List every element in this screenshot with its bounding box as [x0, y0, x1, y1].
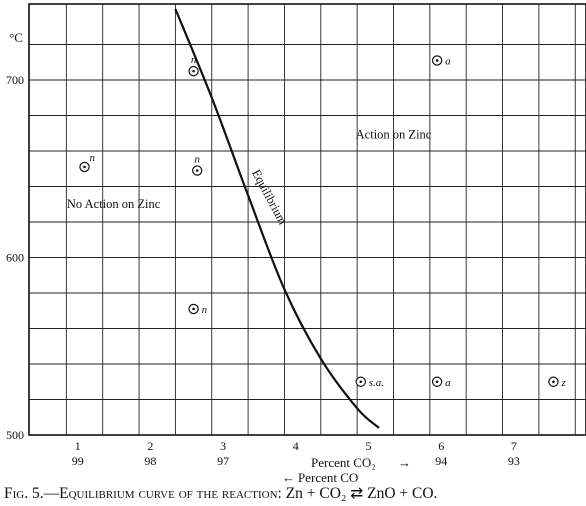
data-point-dot [435, 380, 439, 384]
y-tick-label: 500 [6, 428, 24, 442]
curve-label: Equilibrium [249, 167, 290, 227]
data-point-label: a [445, 55, 451, 67]
x-tick-label-co: 97 [217, 454, 229, 468]
x-tick-label-co2: 1 [75, 439, 81, 453]
x-tick-label-co2: 7 [511, 439, 517, 453]
equilibrium-curve [174, 8, 380, 429]
x-axis-labels: Percent CO₂ → ← Percent CO [282, 455, 411, 484]
y-axis-label: °C [9, 30, 23, 45]
region-labels: Action on Zinc No Action on Zinc [67, 128, 432, 211]
x-ticks: 199 298 397 4 5 694 793 [72, 439, 520, 468]
data-points: n a n n n s.a. a z [79, 54, 566, 389]
data-point-label: a [445, 377, 451, 389]
figure-caption: Fig. 5.—Equilibrium curve of the reactio… [4, 484, 586, 503]
x-axis-arrow-left: ← [282, 470, 295, 484]
x-axis-arrow-right: → [398, 455, 411, 470]
x-tick-label-co2: 4 [293, 439, 299, 453]
grid [29, 4, 586, 435]
data-point-dot [359, 380, 363, 384]
x-tick-label-co: 94 [435, 454, 447, 468]
data-point-label: n [194, 154, 200, 166]
data-point-dot [435, 59, 439, 62]
data-point-dot [192, 69, 195, 73]
y-ticks: 500 600 700 [6, 73, 24, 442]
chart: 500 600 700 °C 199 298 397 4 5 694 793 Percent C… [6, 3, 586, 484]
y-tick-label: 700 [6, 73, 24, 87]
y-tick-label: 600 [6, 251, 24, 265]
x-tick-label-co2: 2 [147, 439, 153, 453]
data-point-label: n [202, 304, 208, 316]
data-point-dot [192, 307, 195, 311]
data-point-label: z [560, 377, 566, 389]
caption-title: Equilibrium curve of the reaction: [59, 485, 282, 502]
x-tick-label-co: 98 [144, 454, 156, 468]
data-point-label: n [191, 54, 197, 66]
x-tick-label-co: 93 [508, 454, 520, 468]
data-point-dot [552, 380, 555, 384]
x-tick-label-co: 99 [72, 454, 84, 468]
data-point-label: n [90, 152, 96, 164]
data-point-label: s.a. [369, 377, 384, 389]
x-axis-label-co2: Percent CO₂ [311, 455, 376, 470]
caption-prefix: Fig. 5.— [4, 485, 60, 502]
x-tick-label-co2: 5 [366, 439, 372, 453]
data-point-dot [83, 165, 86, 169]
region-label: Action on Zinc [356, 128, 432, 142]
caption-equation: Zn + CO₂ ⇄ ZnO + CO. [285, 485, 438, 502]
x-axis-label-co: Percent CO [298, 470, 358, 484]
x-tick-label-co2: 6 [438, 439, 444, 453]
data-point-dot [195, 169, 199, 172]
plot-frame [28, 3, 586, 436]
equilibrium-curve-group: Equilibrium [174, 8, 380, 429]
region-label: No Action on Zinc [67, 197, 161, 211]
x-tick-label-co2: 3 [220, 439, 226, 453]
